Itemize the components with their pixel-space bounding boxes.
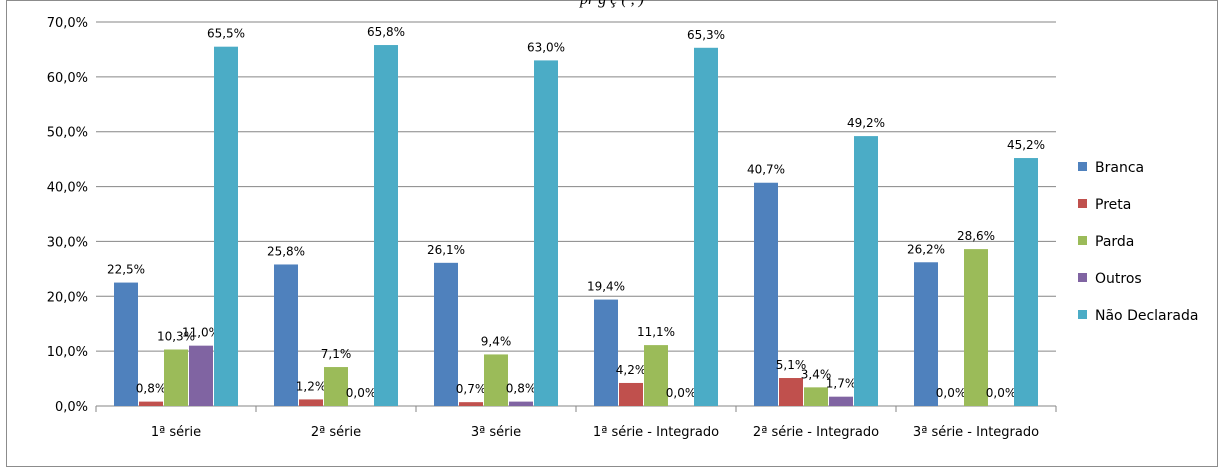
y-tick-label: 0,0%: [55, 400, 88, 415]
x-tick-label: 3ª série - Integrado: [913, 425, 1039, 440]
bar: [164, 349, 188, 406]
y-tick-label: 60,0%: [47, 71, 88, 86]
data-label: 63,0%: [527, 40, 565, 54]
bar: [434, 263, 458, 406]
legend-swatch: [1078, 310, 1087, 319]
data-label: 9,4%: [481, 334, 512, 348]
data-label: 26,2%: [907, 242, 945, 256]
data-label: 45,2%: [1007, 138, 1045, 152]
data-label: 28,6%: [957, 229, 995, 243]
bar: [484, 354, 508, 406]
bar: [804, 387, 828, 406]
data-label: 22,5%: [107, 263, 145, 277]
legend-swatch: [1078, 199, 1087, 208]
legend-swatch: [1078, 273, 1087, 282]
data-label: 0,7%: [456, 382, 487, 396]
bar: [274, 264, 298, 406]
data-label: 0,8%: [506, 382, 537, 396]
bar: [779, 378, 803, 406]
bar: [594, 300, 618, 406]
bar: [534, 60, 558, 406]
data-label: 1,2%: [296, 379, 327, 393]
bar: [189, 346, 213, 406]
data-label: 26,1%: [427, 243, 465, 257]
y-tick-label: 20,0%: [47, 290, 88, 305]
data-label: 4,2%: [616, 363, 647, 377]
data-label: 0,0%: [666, 386, 697, 400]
data-label: 40,7%: [747, 163, 785, 177]
x-tick-label: 3ª série: [471, 425, 521, 440]
data-label: 65,3%: [687, 28, 725, 42]
bar: [214, 47, 238, 406]
data-label: 65,5%: [207, 27, 245, 41]
data-label: 65,8%: [367, 25, 405, 39]
data-label: 0,0%: [936, 386, 967, 400]
legend-label: Branca: [1095, 160, 1144, 176]
bar: [754, 183, 778, 406]
bar: [114, 283, 138, 406]
y-tick-label: 40,0%: [47, 181, 88, 196]
bar: [324, 367, 348, 406]
data-label: 0,0%: [986, 386, 1017, 400]
x-tick-label: 1ª série: [151, 425, 201, 440]
bar: [619, 383, 643, 406]
data-label: 0,8%: [136, 382, 167, 396]
bar: [964, 249, 988, 406]
y-tick-label: 70,0%: [47, 16, 88, 31]
y-tick-label: 50,0%: [47, 126, 88, 141]
data-label: 7,1%: [321, 347, 352, 361]
x-tick-label: 2ª série - Integrado: [753, 425, 879, 440]
bar: [299, 399, 323, 406]
bar: [854, 136, 878, 406]
bar: [139, 402, 163, 406]
y-tick-label: 30,0%: [47, 235, 88, 250]
data-label: 11,1%: [637, 325, 675, 339]
x-tick-label: 1ª série - Integrado: [593, 425, 719, 440]
bar: [374, 45, 398, 406]
legend-label: Outros: [1095, 271, 1142, 287]
data-label: 25,8%: [267, 244, 305, 258]
bar: [829, 397, 853, 406]
x-tick-label: 2ª série: [311, 425, 361, 440]
bar: [914, 262, 938, 406]
legend-swatch: [1078, 236, 1087, 245]
bar: [459, 402, 483, 406]
bar: [694, 48, 718, 406]
data-label: 0,0%: [346, 386, 377, 400]
y-tick-label: 10,0%: [47, 345, 88, 360]
data-label: 49,2%: [847, 116, 885, 130]
legend-swatch: [1078, 162, 1087, 171]
data-label: 1,7%: [826, 377, 857, 391]
bar: [644, 345, 668, 406]
bar: [509, 402, 533, 406]
legend-label: Parda: [1095, 234, 1134, 250]
bar: [1014, 158, 1038, 406]
legend-label: Preta: [1095, 197, 1131, 213]
data-label: 19,4%: [587, 280, 625, 294]
legend-label: Não Declarada: [1095, 308, 1198, 324]
